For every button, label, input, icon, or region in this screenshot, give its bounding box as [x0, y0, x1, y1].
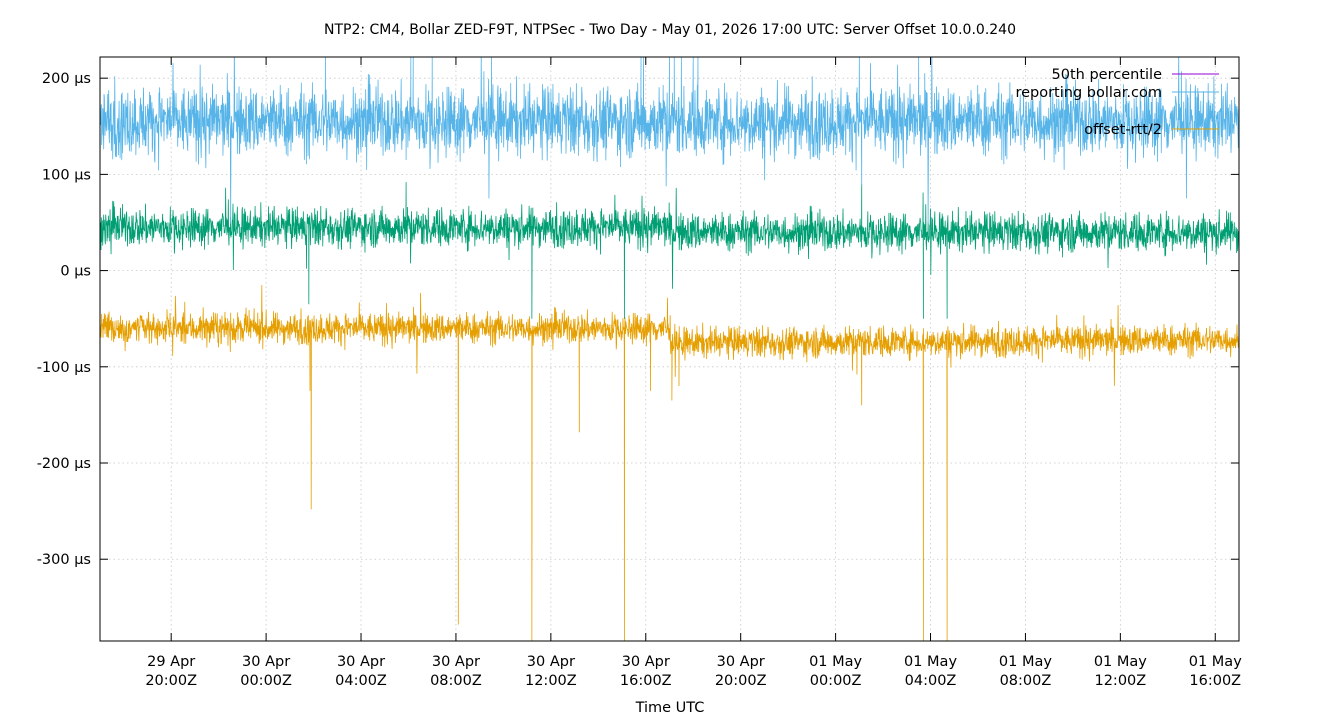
x-tick-label-time: 20:00Z	[715, 673, 767, 689]
x-tick-label-time: 04:00Z	[905, 673, 957, 689]
x-tick-label-time: 08:00Z	[430, 673, 482, 689]
series-line	[100, 57, 1239, 224]
x-tick-label-time: 04:00Z	[335, 673, 387, 689]
x-tick-label-time: 16:00Z	[620, 673, 672, 689]
x-tick-label-date: 01 May	[1189, 654, 1242, 670]
series-line	[100, 285, 1239, 641]
x-tick-label-time: 20:00Z	[145, 673, 197, 689]
x-tick-label-date: 30 Apr	[717, 654, 765, 670]
x-tick-label-date: 01 May	[904, 654, 957, 670]
x-tick-label-date: 30 Apr	[622, 654, 670, 670]
x-tick-label-time: 12:00Z	[1094, 673, 1146, 689]
chart-title: NTP2: CM4, Bollar ZED-F9T, NTPSec - Two …	[324, 22, 1016, 38]
x-tick-label-date: 29 Apr	[147, 654, 195, 670]
x-tick-label-time: 12:00Z	[525, 673, 577, 689]
x-tick-label-date: 01 May	[1094, 654, 1147, 670]
x-tick-label-date: 01 May	[809, 654, 862, 670]
x-tick-label-time: 16:00Z	[1189, 673, 1241, 689]
plot-area	[100, 57, 1239, 641]
legend: 50th percentile reporting bollar.com offse…	[1015, 67, 1219, 138]
x-tick-label-date: 30 Apr	[527, 654, 575, 670]
x-tick-label-date: 01 May	[999, 654, 1052, 670]
legend-entry-label: 50th percentile	[1052, 67, 1163, 83]
grid	[100, 57, 1239, 641]
x-tick-label-date: 30 Apr	[242, 654, 290, 670]
legend-entry-label: reporting bollar.com	[1015, 85, 1162, 101]
x-tick-label-time: 00:00Z	[810, 673, 862, 689]
legend-entry-label: offset-rtt/2	[1084, 122, 1162, 138]
y-tick-label: -200 µs	[37, 456, 91, 472]
y-tick-label: -300 µs	[37, 552, 91, 568]
x-tick-label-time: 08:00Z	[1000, 673, 1052, 689]
y-tick-label: 0 µs	[60, 264, 91, 280]
y-tick-label: -100 µs	[37, 360, 91, 376]
x-tick-label-date: 30 Apr	[432, 654, 480, 670]
y-tick-label: 100 µs	[42, 167, 91, 183]
plot-border	[99, 56, 1240, 642]
ticks: 200 µs 100 µs 0 µs -100 µs -200 µs -300 µs 29 …	[37, 57, 1242, 689]
y-tick-label: 200 µs	[42, 71, 91, 87]
x-axis-title: Time UTC	[635, 700, 705, 716]
axes	[99, 56, 1240, 642]
series-line	[100, 182, 1239, 319]
x-tick-label-time: 00:00Z	[240, 673, 292, 689]
x-tick-label-date: 30 Apr	[337, 654, 385, 670]
